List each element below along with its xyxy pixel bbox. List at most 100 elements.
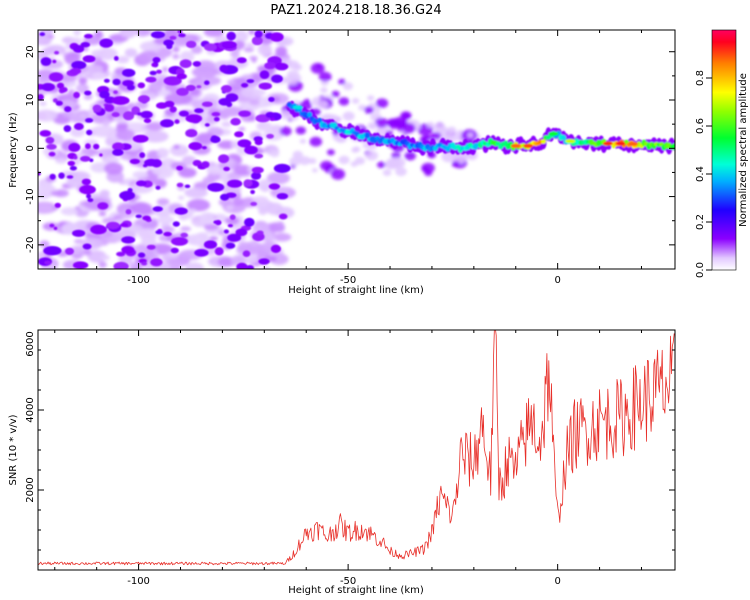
noise-blob — [174, 207, 188, 215]
noise-blob — [137, 228, 159, 240]
noise-blob — [226, 205, 234, 211]
ridge-halo-blob — [375, 98, 389, 108]
noise-blob — [203, 223, 220, 231]
noise-blob — [113, 261, 129, 269]
noise-blob — [73, 122, 84, 131]
noise-blob — [178, 167, 197, 178]
noise-blob — [176, 182, 184, 188]
noise-blob — [253, 88, 266, 96]
noise-blob — [158, 148, 170, 156]
noise-blob — [38, 35, 52, 46]
noise-blob — [229, 214, 236, 220]
ridge-core — [671, 143, 675, 150]
noise-blob — [113, 56, 119, 61]
noise-blob — [225, 93, 239, 102]
noise-blob — [184, 184, 191, 189]
noise-blob — [204, 43, 217, 51]
noise-blob — [185, 84, 196, 91]
ridge-peak — [292, 105, 303, 110]
colorbar-gradient — [712, 30, 736, 270]
ridge-peak — [548, 131, 559, 136]
noise-blob — [254, 153, 264, 159]
noise-blob — [180, 226, 192, 232]
noise-blob — [66, 176, 84, 189]
noise-blob — [155, 185, 161, 190]
x-tick-label: 0 — [554, 275, 560, 286]
ridge-core — [307, 111, 313, 118]
noise-blob — [258, 258, 270, 265]
noise-blob — [233, 197, 244, 207]
noise-blob — [276, 186, 289, 194]
noise-blob — [78, 77, 88, 85]
snr-panel: -100 -50 0 2000 4000 6000 Height of straight… — [8, 329, 676, 596]
noise-blob — [64, 106, 72, 113]
noise-blob — [132, 171, 149, 179]
noise-blob — [192, 159, 202, 167]
ridge-halo-blob — [317, 100, 329, 109]
noise-blob — [243, 47, 255, 53]
noise-blob — [85, 118, 94, 123]
noise-blob — [180, 232, 188, 238]
ridge-halo-blob — [382, 169, 392, 176]
noise-blob — [73, 238, 85, 244]
snr-x-tick-label: -50 — [340, 576, 356, 587]
ridge-halo-blob — [457, 129, 464, 135]
ridge-peak — [615, 141, 626, 146]
noise-blob — [94, 30, 103, 38]
noise-blob — [38, 204, 54, 214]
ridge-halo-blob — [395, 167, 407, 177]
noise-blob — [186, 198, 211, 212]
noise-blob — [81, 178, 92, 185]
y-tick-label: 20 — [25, 45, 36, 58]
noise-blob — [173, 144, 180, 149]
noise-blob — [172, 47, 180, 52]
noise-blob — [99, 90, 110, 99]
noise-blob — [265, 111, 275, 119]
ridge-core — [540, 139, 547, 144]
ridge-halo-blob — [331, 90, 340, 98]
ridge-halo-blob — [342, 82, 353, 91]
noise-blob — [55, 158, 67, 164]
noise-blob — [116, 251, 126, 257]
noise-blob — [223, 229, 229, 234]
ridge-halo-blob — [338, 78, 346, 85]
noise-blob — [116, 122, 129, 129]
noise-blob — [191, 117, 198, 123]
noise-blob — [100, 254, 110, 261]
noise-blob — [40, 57, 52, 66]
ridge-halo-blob — [451, 161, 460, 168]
snr-y-tick-label: 2000 — [25, 477, 36, 502]
noise-blob — [223, 166, 230, 172]
noise-blob — [160, 119, 174, 128]
noise-blob — [45, 136, 55, 144]
colorbar-tick-label: 0.4 — [695, 166, 706, 182]
noise-blob — [38, 94, 44, 101]
noise-blob — [68, 142, 81, 152]
noise-blob — [143, 118, 152, 124]
noise-blob — [250, 189, 256, 195]
ridge-peak — [510, 143, 521, 148]
noise-blob — [140, 110, 153, 119]
noise-blob — [39, 101, 47, 106]
ridge-halo-blob — [358, 104, 367, 111]
ridge-halo-blob — [312, 168, 318, 173]
x-tick-label: -50 — [340, 275, 356, 286]
noise-blob — [85, 143, 91, 150]
snr-x-tick-label: 0 — [554, 576, 560, 587]
noise-blob — [215, 219, 222, 226]
noise-blob — [254, 30, 263, 38]
noise-blob — [72, 45, 85, 53]
ridge-halo-blob — [364, 106, 374, 114]
noise-blob — [178, 33, 186, 38]
noise-blob — [201, 146, 207, 150]
ridge-halo-blob — [365, 150, 379, 161]
ridge-halo-blob — [386, 118, 398, 127]
noise-blob — [268, 97, 275, 102]
noise-blob — [122, 68, 136, 77]
ridge-halo-blob — [433, 122, 446, 133]
noise-blob — [142, 130, 169, 143]
noise-blob — [251, 172, 262, 180]
noise-blob — [218, 154, 230, 164]
noise-blob — [226, 101, 233, 108]
noise-blob — [99, 153, 103, 157]
